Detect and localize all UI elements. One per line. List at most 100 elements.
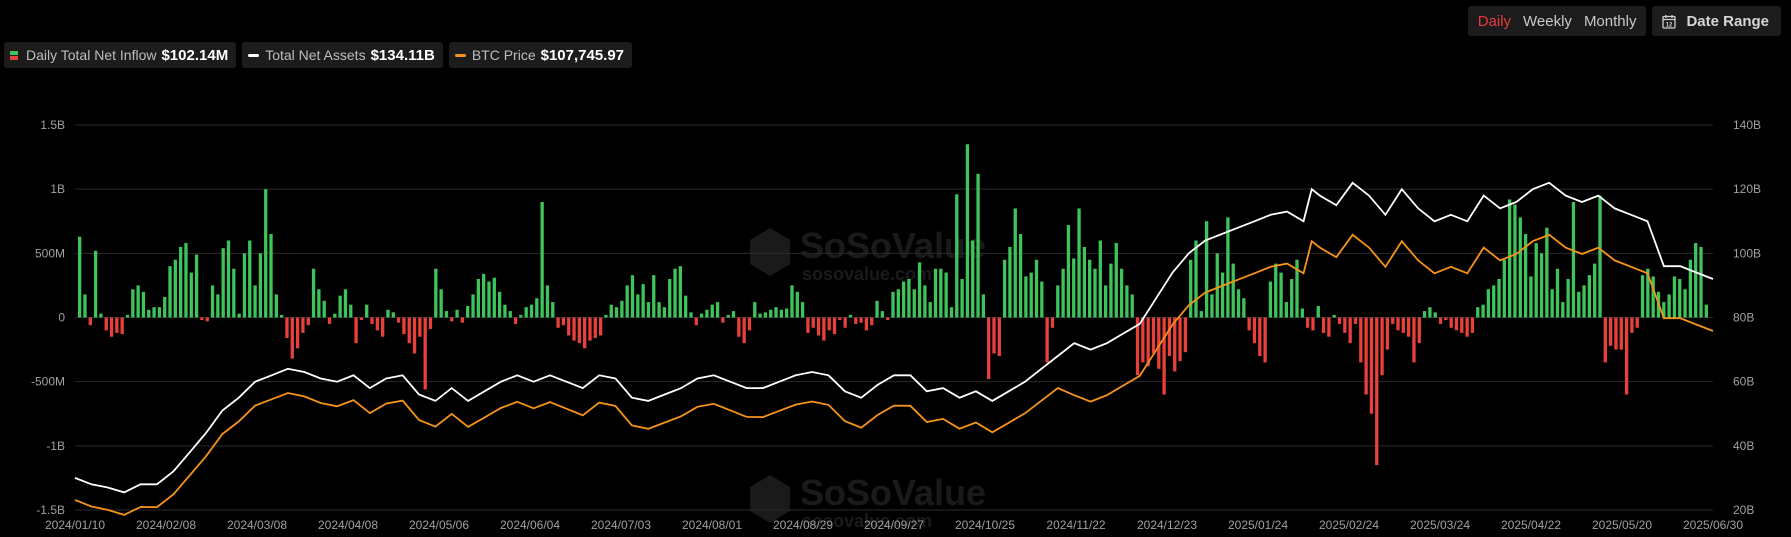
inflow-bar xyxy=(189,272,193,318)
inflow-bar xyxy=(800,302,805,318)
total-net-assets-line xyxy=(74,181,1714,494)
inflow-bar xyxy=(1672,276,1677,318)
inflow-bar xyxy=(854,317,858,324)
inflow-bar xyxy=(1236,289,1241,318)
inflow-bar xyxy=(981,294,986,318)
inflow-bar xyxy=(503,304,507,318)
inflow-bar xyxy=(944,272,948,318)
inflow-bar xyxy=(880,311,885,318)
inflow-bar xyxy=(1609,317,1613,346)
inflow-bar xyxy=(1688,259,1693,318)
inflow-bar xyxy=(1593,263,1597,318)
inflow-bar xyxy=(1433,312,1437,318)
inflow-bar xyxy=(1704,304,1708,318)
inflow-bar xyxy=(1507,199,1512,318)
x-tick-label: 2024/11/22 xyxy=(1046,518,1105,532)
inflow-bar xyxy=(535,298,539,318)
inflow-bar xyxy=(1321,317,1326,333)
inflow-bar xyxy=(274,294,278,318)
inflow-bar xyxy=(1040,281,1044,318)
inflow-bar xyxy=(620,300,624,318)
inflow-bar xyxy=(1619,317,1623,350)
y-right-tick-label: 60B xyxy=(1733,375,1754,389)
period-monthly-button[interactable]: Monthly xyxy=(1583,12,1637,30)
inflow-bar xyxy=(131,289,135,318)
y-left-tick-label: -1.5B xyxy=(36,503,65,517)
watermark: SoSoValuesosovalue.comSoSoValuesosovalue… xyxy=(750,225,986,531)
inflow-bar xyxy=(1056,285,1060,318)
inflow-bar xyxy=(269,234,273,318)
inflow-bar xyxy=(1072,258,1076,318)
inflow-bar xyxy=(423,317,427,390)
legend-label: Total Net Assets xyxy=(265,47,366,63)
inflow-bar xyxy=(1348,317,1352,344)
inflow-bar xyxy=(1417,317,1421,344)
inflow-bar xyxy=(359,317,364,321)
legend-btc-price[interactable]: BTC Price $107,745.97 xyxy=(448,42,633,68)
inflow-bar xyxy=(226,240,231,318)
inflow-bar xyxy=(439,289,443,318)
date-range-label: Date Range xyxy=(1686,12,1769,30)
watermark-logo-icon xyxy=(750,475,790,523)
inflow-bar xyxy=(572,317,576,341)
inflow-bar xyxy=(1103,285,1108,318)
date-range-button[interactable]: 12 Date Range xyxy=(1652,6,1781,36)
inflow-bar xyxy=(173,259,177,318)
inflow-bar xyxy=(1353,317,1358,324)
inflow-bar xyxy=(753,302,757,318)
inflow-bar xyxy=(965,144,970,318)
inflow-bar xyxy=(1290,279,1294,318)
inflow-bar xyxy=(391,312,395,318)
inflow-bar xyxy=(811,317,815,328)
inflow-bar xyxy=(1183,317,1188,353)
inflow-bar xyxy=(1481,304,1485,318)
inflow-bar xyxy=(125,314,130,318)
inflow-bar xyxy=(604,314,608,318)
inflow-bar xyxy=(715,302,720,318)
inflow-bar xyxy=(901,281,906,318)
inflow-bar xyxy=(1034,259,1039,318)
line-swatch-icon xyxy=(248,53,260,57)
inflow-bar xyxy=(1406,317,1411,337)
inflow-bar xyxy=(1375,317,1379,466)
inflow-bar xyxy=(561,317,566,326)
inflow-bar xyxy=(381,317,385,337)
y-right-tick-label: 140B xyxy=(1733,118,1761,132)
inflow-bar xyxy=(306,317,310,326)
x-tick-label: 2024/07/03 xyxy=(591,518,651,532)
period-daily-button[interactable]: Daily xyxy=(1477,12,1512,30)
inflow-bar xyxy=(1002,259,1007,318)
inflow-bar xyxy=(471,294,475,318)
inflow-bar xyxy=(396,317,401,323)
inflow-bar xyxy=(1566,279,1570,318)
inflow-bar xyxy=(147,309,151,318)
inflow-bar xyxy=(248,240,252,318)
x-tick-label: 2024/06/04 xyxy=(500,518,560,532)
legend-value: $102.14M xyxy=(161,46,229,64)
inflow-bar xyxy=(657,302,661,318)
inflow-bar xyxy=(785,308,789,318)
legend-net-inflow[interactable]: Daily Total Net Inflow $102.14M xyxy=(4,42,237,68)
inflow-bar xyxy=(136,285,140,318)
inflow-bar xyxy=(1486,289,1491,318)
period-selector: Daily Weekly Monthly xyxy=(1467,6,1647,36)
inflow-bar xyxy=(285,317,289,339)
inflow-bar xyxy=(577,317,581,344)
legend-total-net-assets[interactable]: Total Net Assets $134.11B xyxy=(242,42,443,68)
inflow-bar xyxy=(822,317,826,341)
inflow-bar xyxy=(1300,308,1304,318)
inflow-bar xyxy=(407,317,411,344)
inflow-bar xyxy=(487,281,491,318)
inflow-bar xyxy=(923,285,927,318)
inflow-bar xyxy=(338,295,342,318)
inflow-bar xyxy=(1204,221,1209,318)
inflow-bar xyxy=(1571,202,1576,318)
inflow-bar xyxy=(806,317,810,333)
inflow-bar xyxy=(157,307,162,318)
inflow-bar xyxy=(1444,317,1448,321)
legend-label: Daily Total Net Inflow xyxy=(26,47,157,63)
period-weekly-button[interactable]: Weekly xyxy=(1523,12,1572,30)
inflow-bar xyxy=(1699,246,1703,318)
inflow-bar xyxy=(115,317,119,333)
inflow-bar xyxy=(141,291,146,318)
